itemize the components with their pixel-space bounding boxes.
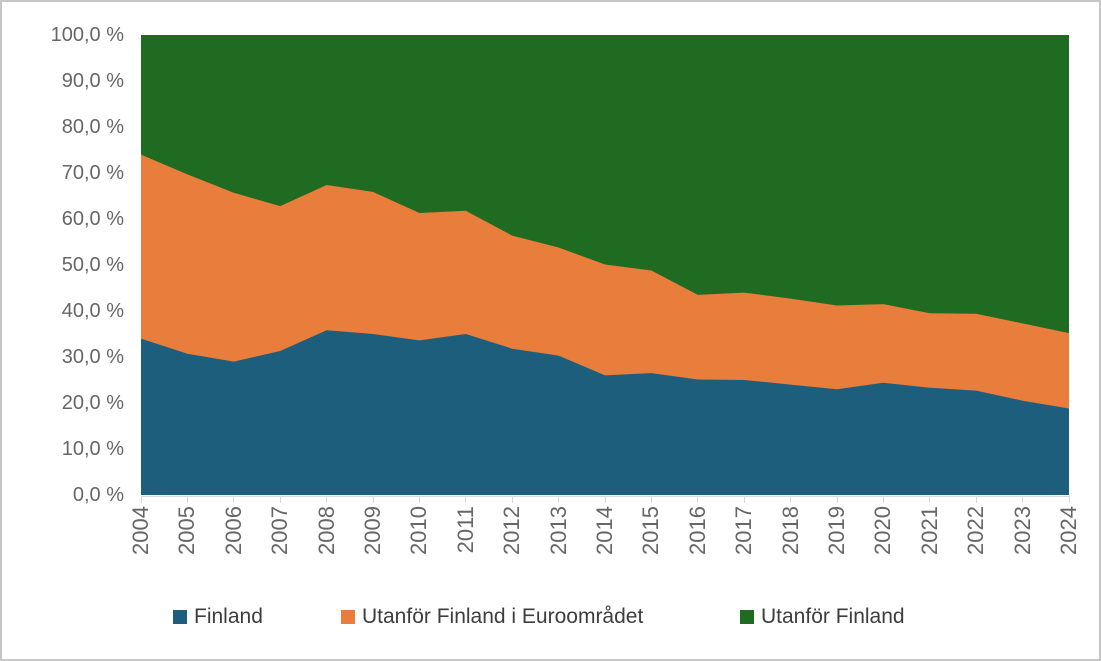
legend-item-utanfor-finland-i-euroomradet: Utanför Finland i Euroområdet <box>341 604 643 630</box>
x-axis-tick <box>372 496 374 503</box>
legend-swatch-utanfor-finland <box>740 610 754 624</box>
x-axis-tick <box>697 496 699 503</box>
y-axis-tick-label: 40,0 % <box>61 300 124 322</box>
x-axis-year-label: 2016 <box>684 506 710 555</box>
x-axis-tick <box>558 496 560 503</box>
y-axis-tick-label: 80,0 % <box>61 116 124 138</box>
x-axis-year-label: 2004 <box>128 506 153 555</box>
x-axis-tick <box>140 496 142 503</box>
x-axis-tick <box>511 496 513 503</box>
legend-item-finland: Finland <box>173 604 263 630</box>
legend-swatch-utanfor-finland-i-euroomradet <box>341 610 355 624</box>
area-finland <box>141 330 1069 495</box>
x-axis-year-label: 2019 <box>824 506 849 555</box>
x-axis-year-label: 2007 <box>267 506 293 555</box>
x-axis-year-label: 2017 <box>731 506 757 555</box>
x-axis-tick <box>233 496 235 503</box>
x-axis-tick <box>650 496 652 503</box>
x-axis-year-label: 2013 <box>545 506 571 555</box>
x-axis-tick <box>1068 496 1070 503</box>
x-axis-tick <box>1022 496 1024 503</box>
x-axis-tick <box>418 496 420 503</box>
x-axis-year-label: 2005 <box>174 506 200 555</box>
x-axis-year-label: 2022 <box>963 506 989 555</box>
y-axis-tick-label: 50,0 % <box>61 254 124 276</box>
x-axis-year-label: 2010 <box>406 506 432 555</box>
x-axis-tick <box>836 496 838 503</box>
y-axis-tick-label: 60,0 % <box>61 208 124 230</box>
x-axis-year-label: 2011 <box>452 506 478 554</box>
x-axis-year-label: 2024 <box>1056 506 1081 555</box>
y-axis-tick-label: 90,0 % <box>61 70 124 92</box>
y-axis-tick-label: 0,0 % <box>72 484 124 506</box>
y-axis-tick-label: 20,0 % <box>61 392 124 414</box>
x-axis-year-label: 2009 <box>360 506 385 555</box>
x-axis-year-label: 2015 <box>638 506 664 555</box>
y-axis-tick-label: 100,0 % <box>50 24 124 46</box>
legend-swatch-finland <box>173 610 187 624</box>
x-axis-year-label: 2008 <box>313 506 339 555</box>
x-axis-year-label: 2006 <box>220 506 246 555</box>
x-axis-tick <box>975 496 977 503</box>
x-axis-tick <box>743 496 745 503</box>
x-axis-year-label: 2018 <box>777 506 803 555</box>
legend-item-utanfor-finland: Utanför Finland <box>740 604 905 630</box>
legend-label-utanfor-finland: Utanför Finland <box>761 605 905 628</box>
x-axis-year-label: 2014 <box>592 506 617 555</box>
x-axis-year-label: 2021 <box>916 506 942 555</box>
x-axis-tick <box>279 496 281 503</box>
y-axis-tick-label: 30,0 % <box>61 346 124 368</box>
x-axis-tick <box>790 496 792 503</box>
y-axis-tick-label: 10,0 % <box>61 438 124 460</box>
stacked-area-plot <box>141 35 1069 495</box>
x-axis-year-label: 2023 <box>1009 506 1035 555</box>
x-axis-year-label: 2020 <box>870 506 896 555</box>
x-axis-tick <box>882 496 884 503</box>
legend-label-finland: Finland <box>194 605 263 628</box>
y-axis-tick-label: 70,0 % <box>61 162 124 184</box>
x-axis-tick <box>326 496 328 503</box>
x-axis-year-label: 2012 <box>499 506 525 555</box>
x-axis-tick <box>186 496 188 503</box>
x-axis-tick <box>465 496 467 503</box>
x-axis-tick <box>929 496 931 503</box>
legend-label-utanfor-finland-i-euroomradet: Utanför Finland i Euroområdet <box>362 605 644 628</box>
x-axis-tick <box>604 496 606 503</box>
